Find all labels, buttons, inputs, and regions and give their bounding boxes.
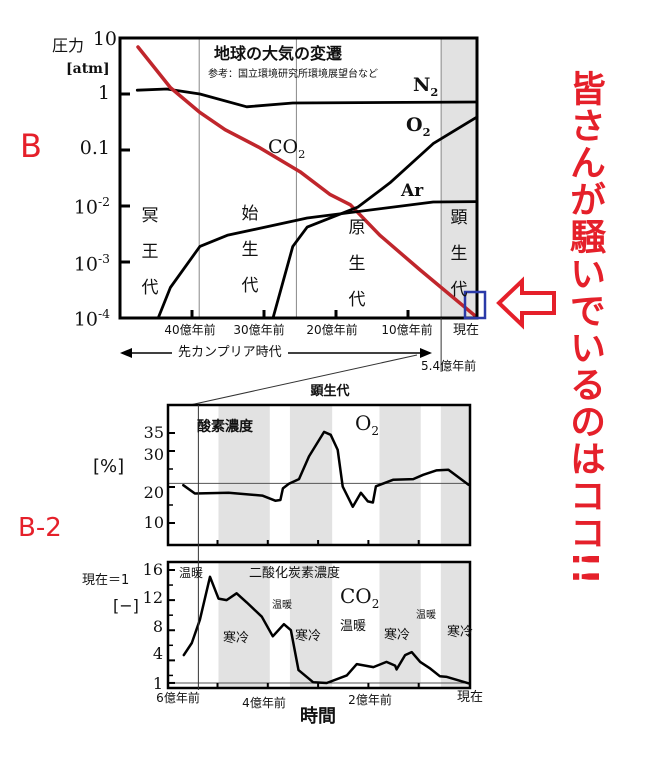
arrow-left-head bbox=[120, 348, 132, 358]
y-tick-label: 30 bbox=[143, 445, 164, 464]
y-tick-label: 10 bbox=[143, 513, 164, 532]
x-tick-label: 10億年前 bbox=[381, 323, 433, 337]
phanerozoic-title: 顕生代 bbox=[310, 384, 350, 399]
x-tick-label: 現在 bbox=[452, 323, 480, 338]
shaded-band bbox=[218, 562, 270, 688]
annotation: 温暖 bbox=[272, 600, 292, 611]
annotation: 寒冷 bbox=[447, 625, 474, 640]
y-axis-unit: [atm] bbox=[66, 61, 110, 77]
co2-y-label: 現在＝1 bbox=[82, 573, 130, 588]
o2-y-unit: [%] bbox=[93, 456, 125, 477]
shaded-band bbox=[440, 562, 469, 688]
x-tick-label: 40億年前 bbox=[164, 323, 216, 337]
y-axis-label: 圧力 bbox=[52, 36, 85, 55]
x-tick-label: 4億年前 bbox=[242, 696, 286, 710]
era-phanerozoic: 顕生代 bbox=[450, 208, 468, 300]
x-axis-label: 時間 bbox=[300, 706, 336, 727]
phanerozoic-shade bbox=[441, 38, 477, 318]
x-tick-label: 20億年前 bbox=[306, 323, 358, 337]
o2-series-label: O2 bbox=[355, 411, 380, 438]
shaded-band bbox=[379, 562, 421, 688]
era-archean: 始生代 bbox=[241, 204, 259, 296]
y-tick-label: 0.1 bbox=[79, 137, 110, 159]
era-proterozoic: 原生代 bbox=[348, 218, 366, 310]
section-label-b2: B-2 bbox=[18, 513, 62, 543]
x-tick-label: 6億年前 bbox=[156, 691, 200, 705]
plot-frame bbox=[118, 36, 479, 320]
zoom-connector-line bbox=[189, 354, 418, 406]
callout-text: 皆さんが騒いでいるのはココ!! bbox=[564, 70, 605, 586]
y-tick-label: 4 bbox=[152, 644, 163, 663]
y-tick-label: 1 bbox=[152, 674, 163, 693]
y-tick-label: 10 bbox=[92, 28, 117, 50]
x-tick-label: 2億年前 bbox=[348, 693, 392, 707]
chart-title: 地球の大気の変遷 bbox=[214, 44, 343, 63]
boundary-label: 5.4億年前 bbox=[421, 359, 477, 373]
annotation: 寒冷 bbox=[384, 628, 411, 643]
co2-series-label: CO2 bbox=[340, 584, 380, 611]
series-line-o2 bbox=[271, 115, 479, 320]
precambrian-label: 先カンプリア時代 bbox=[172, 346, 288, 359]
series-line-co2 bbox=[136, 45, 477, 318]
series-label-co2: CO2 bbox=[268, 136, 306, 161]
annotation: 温暖 bbox=[416, 610, 436, 621]
x-tick-label: 30億年前 bbox=[233, 323, 285, 337]
series-label-ar: Ar bbox=[401, 181, 424, 201]
series-label-n2: N2 bbox=[413, 74, 439, 99]
y-tick-label: 1 bbox=[97, 82, 110, 104]
annotation: 寒冷 bbox=[223, 631, 250, 646]
series-label-o2: O2 bbox=[406, 114, 431, 139]
annotation: 温暖 bbox=[179, 566, 204, 580]
shaded-band bbox=[218, 405, 270, 545]
callout-arrow-icon bbox=[496, 276, 556, 330]
highlight-box bbox=[463, 290, 487, 320]
co2-y-unit: [−] bbox=[113, 596, 139, 615]
chart-subtitle: 参考：国立環境研究所環境展望台など bbox=[208, 69, 378, 80]
y-tick-label: 16 bbox=[142, 560, 163, 579]
annotation: 温暖 bbox=[340, 619, 367, 634]
annotation: 寒冷 bbox=[295, 629, 322, 644]
y-tick-label: 8 bbox=[152, 617, 163, 636]
series-line-o2 bbox=[182, 430, 470, 509]
section-label-b: B bbox=[20, 127, 42, 165]
arrow-right-head bbox=[420, 348, 432, 358]
y-tick-label: 12 bbox=[142, 588, 163, 607]
series-line-n2 bbox=[135, 87, 479, 109]
co2-panel-label: 二酸化炭素濃度 bbox=[249, 566, 341, 581]
o2-panel-label: 酸素濃度 bbox=[197, 419, 253, 435]
era-hadean: 冥王代 bbox=[141, 206, 159, 298]
y-tick-label: 35 bbox=[143, 423, 164, 442]
shaded-band bbox=[289, 405, 333, 545]
y-tick-label: 10-4 bbox=[73, 307, 110, 331]
series-line-co2 bbox=[182, 575, 470, 685]
y-tick-label: 20 bbox=[143, 483, 164, 502]
y-tick-label: 10-2 bbox=[73, 195, 110, 219]
y-tick-label: 10-3 bbox=[73, 252, 110, 276]
x-tick-label: 現在 bbox=[456, 690, 484, 705]
shaded-band bbox=[379, 405, 421, 545]
series-line-ar bbox=[156, 200, 479, 320]
